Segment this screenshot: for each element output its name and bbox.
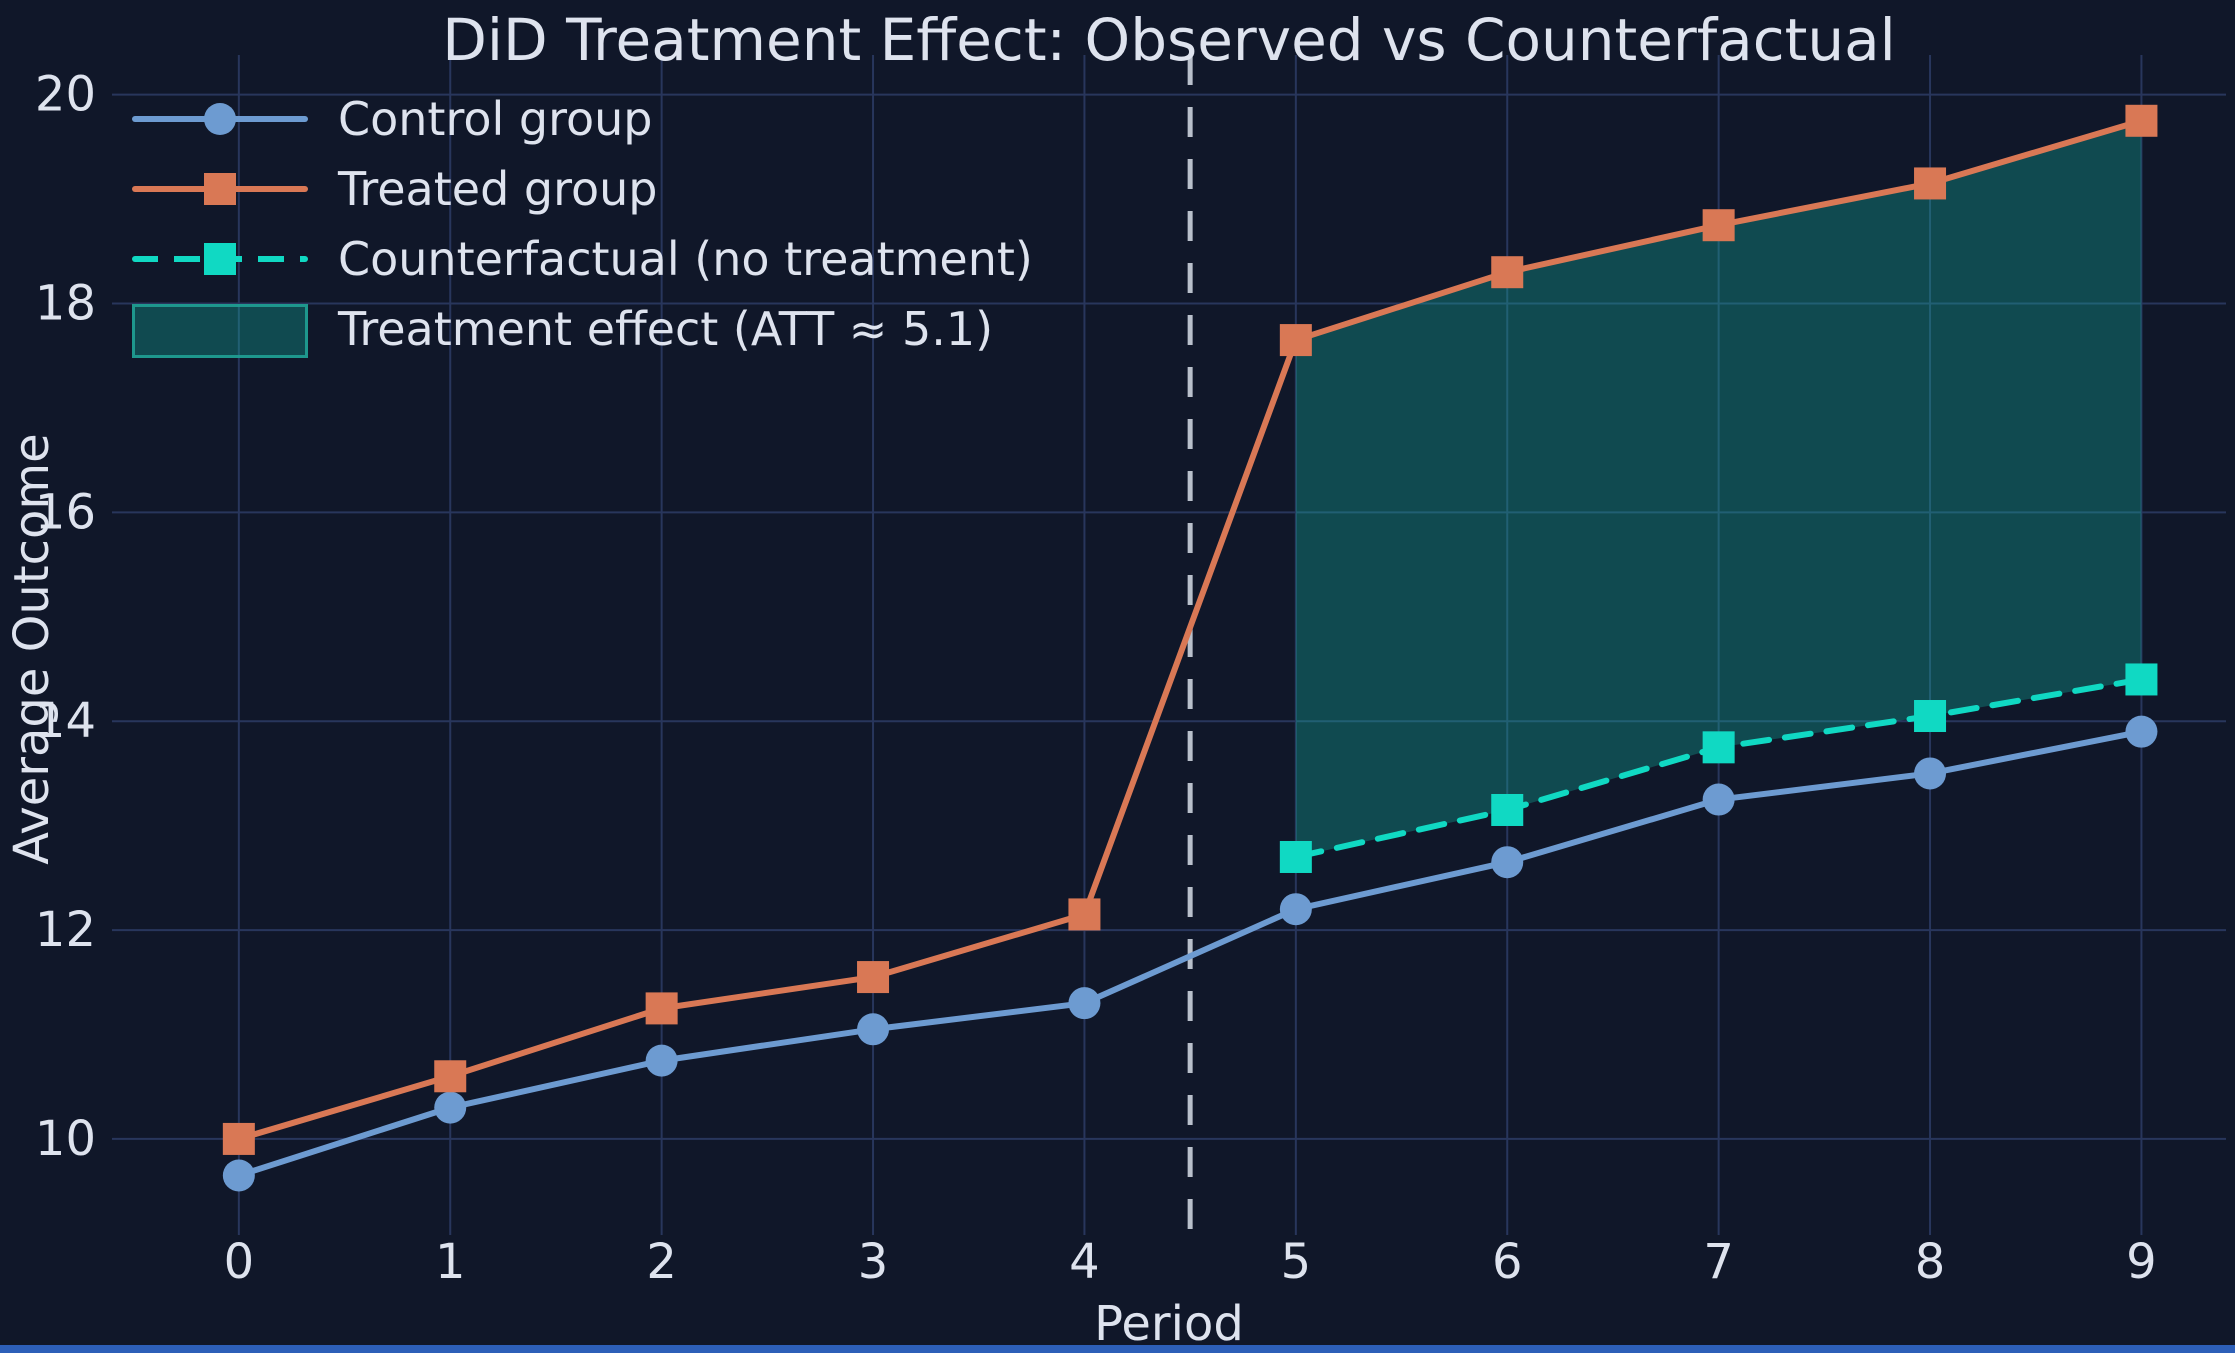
marker-treated-group <box>222 1122 255 1155</box>
marker-control-group <box>645 1044 678 1077</box>
marker-counterfactual-no-treatment <box>1702 731 1735 764</box>
series-line-control-group <box>235 728 2145 1179</box>
marker-control-group <box>1491 846 1524 879</box>
marker-control-group <box>857 1013 890 1046</box>
marker-treated-group <box>1491 256 1524 289</box>
legend-item: Treated group <box>132 162 1033 216</box>
marker-counterfactual-no-treatment <box>2125 663 2158 696</box>
legend-item: Treatment effect (ATT ≈ 5.1) <box>132 302 1033 358</box>
legend-patch-icon <box>132 302 308 358</box>
chart-title: DiD Treatment Effect: Observed vs Counte… <box>442 6 1896 74</box>
legend: Control group Treated group Counterfactual… <box>132 92 1033 358</box>
x-tick-label: 5 <box>1281 1234 1312 1290</box>
y-tick-label: 14 <box>35 693 96 749</box>
legend-label: Treated group <box>338 162 658 216</box>
x-tick-label: 3 <box>858 1234 889 1290</box>
treatment-effect-band <box>1295 120 2142 857</box>
series-line-treated-group <box>235 117 2145 1142</box>
marker-treated-group <box>1914 167 1947 200</box>
legend-marker-icon <box>132 232 308 286</box>
marker-control-group <box>1279 893 1312 926</box>
marker-counterfactual-no-treatment <box>1914 700 1947 733</box>
bottom-bar <box>0 1345 2235 1353</box>
marker-control-group <box>222 1159 255 1192</box>
marker-control-group <box>2125 715 2158 748</box>
x-tick-label: 0 <box>224 1234 255 1290</box>
legend-label: Treatment effect (ATT ≈ 5.1) <box>338 302 994 356</box>
marker-control-group <box>1702 783 1735 816</box>
marker-treated-group <box>1702 209 1735 242</box>
marker-treated-group <box>1068 898 1101 931</box>
marker-control-group <box>1068 987 1101 1020</box>
y-axis-label: Average Outcome <box>4 433 60 865</box>
x-tick-label: 6 <box>1492 1234 1523 1290</box>
y-tick-label: 20 <box>35 67 96 123</box>
x-tick-label: 2 <box>646 1234 677 1290</box>
legend-item: Control group <box>132 92 1033 146</box>
marker-treated-group <box>2125 104 2158 137</box>
legend-item: Counterfactual (no treatment) <box>132 232 1033 286</box>
x-tick-label: 1 <box>435 1234 466 1290</box>
marker-treated-group <box>434 1060 467 1093</box>
legend-label: Counterfactual (no treatment) <box>338 232 1033 286</box>
marker-counterfactual-no-treatment <box>1279 840 1312 873</box>
legend-marker-icon <box>132 162 308 216</box>
marker-treated-group <box>1279 324 1312 357</box>
legend-marker-icon <box>132 92 308 146</box>
x-axis-label: Period <box>1094 1296 1244 1352</box>
y-tick-label: 12 <box>35 902 96 958</box>
y-tick-label: 16 <box>35 484 96 540</box>
legend-label: Control group <box>338 92 653 146</box>
x-tick-label: 8 <box>1915 1234 1946 1290</box>
marker-counterfactual-no-treatment <box>1491 793 1524 826</box>
y-tick-label: 18 <box>35 276 96 332</box>
marker-control-group <box>1914 757 1947 790</box>
x-tick-label: 7 <box>1703 1234 1734 1290</box>
x-tick-label: 9 <box>2126 1234 2157 1290</box>
marker-treated-group <box>645 992 678 1025</box>
x-tick-label: 4 <box>1069 1234 1100 1290</box>
marker-treated-group <box>857 961 890 994</box>
marker-control-group <box>434 1091 467 1124</box>
y-tick-label: 10 <box>35 1111 96 1167</box>
